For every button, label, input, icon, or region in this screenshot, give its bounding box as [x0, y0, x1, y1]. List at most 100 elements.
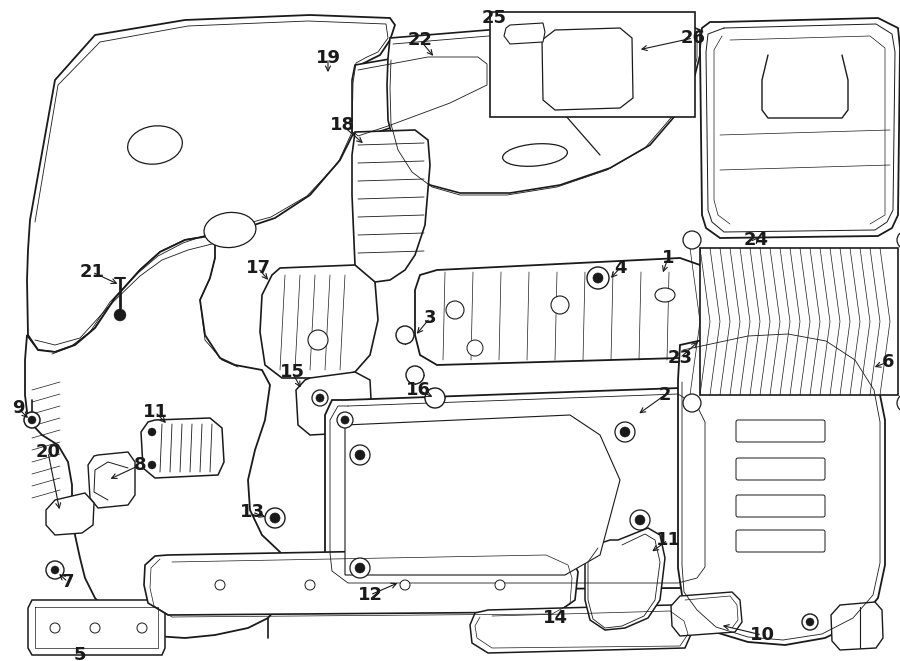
Circle shape: [270, 513, 280, 523]
Circle shape: [396, 326, 414, 344]
Polygon shape: [671, 592, 742, 636]
Circle shape: [148, 428, 156, 436]
Text: 3: 3: [424, 309, 436, 327]
Circle shape: [806, 618, 814, 626]
Polygon shape: [46, 493, 94, 535]
FancyBboxPatch shape: [736, 420, 825, 442]
Circle shape: [312, 390, 328, 406]
Bar: [490, 12, 695, 117]
Circle shape: [137, 623, 147, 633]
Text: 16: 16: [406, 381, 430, 399]
Circle shape: [425, 388, 445, 408]
Circle shape: [620, 427, 630, 437]
Polygon shape: [28, 600, 165, 655]
Circle shape: [265, 508, 285, 528]
Polygon shape: [700, 18, 900, 238]
FancyBboxPatch shape: [736, 458, 825, 480]
Circle shape: [114, 309, 126, 321]
Circle shape: [630, 510, 650, 530]
Circle shape: [148, 461, 156, 469]
Polygon shape: [345, 415, 620, 575]
Polygon shape: [542, 28, 633, 110]
Text: 4: 4: [614, 259, 626, 277]
Circle shape: [467, 340, 483, 356]
Polygon shape: [831, 602, 883, 650]
Text: 26: 26: [680, 29, 706, 47]
Circle shape: [635, 515, 645, 525]
Text: 20: 20: [35, 443, 60, 461]
Polygon shape: [504, 23, 545, 44]
Circle shape: [46, 561, 64, 579]
Polygon shape: [470, 605, 692, 653]
Polygon shape: [585, 528, 665, 630]
Circle shape: [305, 580, 315, 590]
Circle shape: [802, 614, 818, 630]
Polygon shape: [144, 548, 578, 615]
Circle shape: [337, 412, 353, 428]
Polygon shape: [700, 248, 898, 395]
Text: 10: 10: [750, 626, 775, 644]
Text: 14: 14: [543, 609, 568, 627]
Circle shape: [355, 450, 365, 460]
Text: 25: 25: [482, 9, 507, 27]
Polygon shape: [296, 372, 372, 435]
Ellipse shape: [655, 288, 675, 302]
Polygon shape: [678, 328, 885, 645]
Polygon shape: [387, 20, 700, 193]
Circle shape: [51, 566, 59, 574]
Circle shape: [350, 445, 370, 465]
Text: 7: 7: [62, 573, 74, 591]
Polygon shape: [352, 130, 430, 282]
Ellipse shape: [128, 126, 183, 164]
Ellipse shape: [204, 212, 256, 248]
Ellipse shape: [502, 143, 567, 167]
Text: 17: 17: [246, 259, 271, 277]
Text: 24: 24: [743, 231, 769, 249]
Circle shape: [350, 558, 370, 578]
Circle shape: [308, 330, 328, 350]
Polygon shape: [325, 388, 710, 590]
Circle shape: [341, 416, 349, 424]
Text: 8: 8: [134, 456, 147, 474]
Circle shape: [587, 267, 609, 289]
Circle shape: [406, 366, 424, 384]
Polygon shape: [260, 265, 378, 378]
Circle shape: [615, 422, 635, 442]
FancyBboxPatch shape: [736, 530, 825, 552]
Circle shape: [400, 580, 410, 590]
Polygon shape: [352, 52, 490, 138]
Text: 21: 21: [79, 263, 104, 281]
Text: 12: 12: [357, 586, 382, 604]
Circle shape: [90, 623, 100, 633]
Text: 22: 22: [408, 31, 433, 49]
Circle shape: [50, 623, 60, 633]
Text: 15: 15: [280, 363, 304, 381]
Text: 2: 2: [659, 386, 671, 404]
Circle shape: [446, 301, 464, 319]
Text: 13: 13: [239, 503, 265, 521]
Text: 9: 9: [12, 399, 24, 417]
Circle shape: [24, 412, 40, 428]
Text: 5: 5: [74, 646, 86, 661]
Text: 23: 23: [668, 349, 692, 367]
Polygon shape: [27, 15, 395, 352]
Text: 11: 11: [142, 403, 167, 421]
Circle shape: [683, 394, 701, 412]
Polygon shape: [415, 258, 710, 365]
Circle shape: [495, 580, 505, 590]
Circle shape: [215, 580, 225, 590]
Circle shape: [551, 296, 569, 314]
Circle shape: [316, 394, 324, 402]
Circle shape: [683, 231, 701, 249]
Circle shape: [897, 231, 900, 249]
Circle shape: [593, 273, 603, 283]
Text: 19: 19: [316, 49, 340, 67]
FancyBboxPatch shape: [736, 495, 825, 517]
Polygon shape: [88, 452, 135, 508]
Text: 11: 11: [655, 531, 680, 549]
Circle shape: [28, 416, 36, 424]
Polygon shape: [141, 418, 224, 478]
Circle shape: [897, 394, 900, 412]
Text: 18: 18: [329, 116, 355, 134]
Polygon shape: [25, 235, 290, 638]
